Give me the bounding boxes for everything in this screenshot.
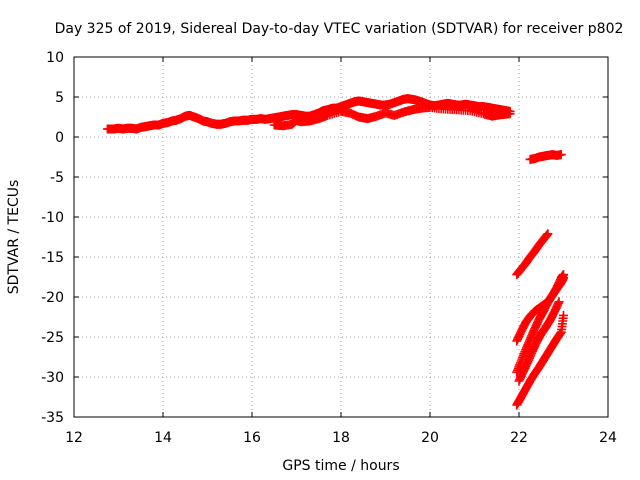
series-main-track [102, 94, 515, 134]
y-axis: -35 -30 -25 -20 -15 -10 -5 0 5 10 [41, 50, 608, 426]
series-diagonal-5 [512, 310, 568, 410]
data-point [559, 310, 568, 320]
y-tick-label: 0 [55, 130, 64, 146]
x-tick-label: 16 [243, 430, 261, 446]
y-tick-label: -25 [41, 330, 64, 346]
data-point [505, 109, 515, 119]
data-point [543, 229, 553, 239]
chart-title: Day 325 of 2019, Sidereal Day-to-day VTE… [55, 21, 624, 37]
x-tick-label: 20 [421, 430, 439, 446]
x-axis: 12 14 16 18 20 22 24 [65, 57, 617, 446]
data-point [556, 150, 566, 160]
x-axis-label: GPS time / hours [282, 458, 399, 474]
y-tick-label: 10 [46, 50, 64, 66]
x-tick-label: 14 [154, 430, 172, 446]
y-tick-label: 5 [55, 90, 64, 106]
series-diagonal-4 [514, 297, 564, 386]
y-tick-label: -20 [41, 290, 64, 306]
y-tick-label: -10 [41, 210, 64, 226]
y-tick-label: -30 [41, 370, 64, 386]
data-point [559, 273, 568, 283]
series-diagonal-3 [512, 273, 568, 377]
x-tick-label: 18 [332, 430, 350, 446]
y-tick-label: -5 [50, 170, 64, 186]
y-axis-label: SDTVAR / TECUs [6, 180, 22, 295]
x-tick-label: 12 [65, 430, 83, 446]
series-short-segment [525, 150, 566, 164]
data-points [102, 94, 568, 410]
y-tick-label: -15 [41, 250, 64, 266]
x-tick-label: 22 [510, 430, 528, 446]
series-lower-branches [269, 102, 515, 131]
data-point [554, 297, 564, 307]
x-tick-label: 24 [599, 430, 617, 446]
series-diagonal-1 [512, 229, 553, 280]
y-tick-label: -35 [41, 410, 64, 426]
